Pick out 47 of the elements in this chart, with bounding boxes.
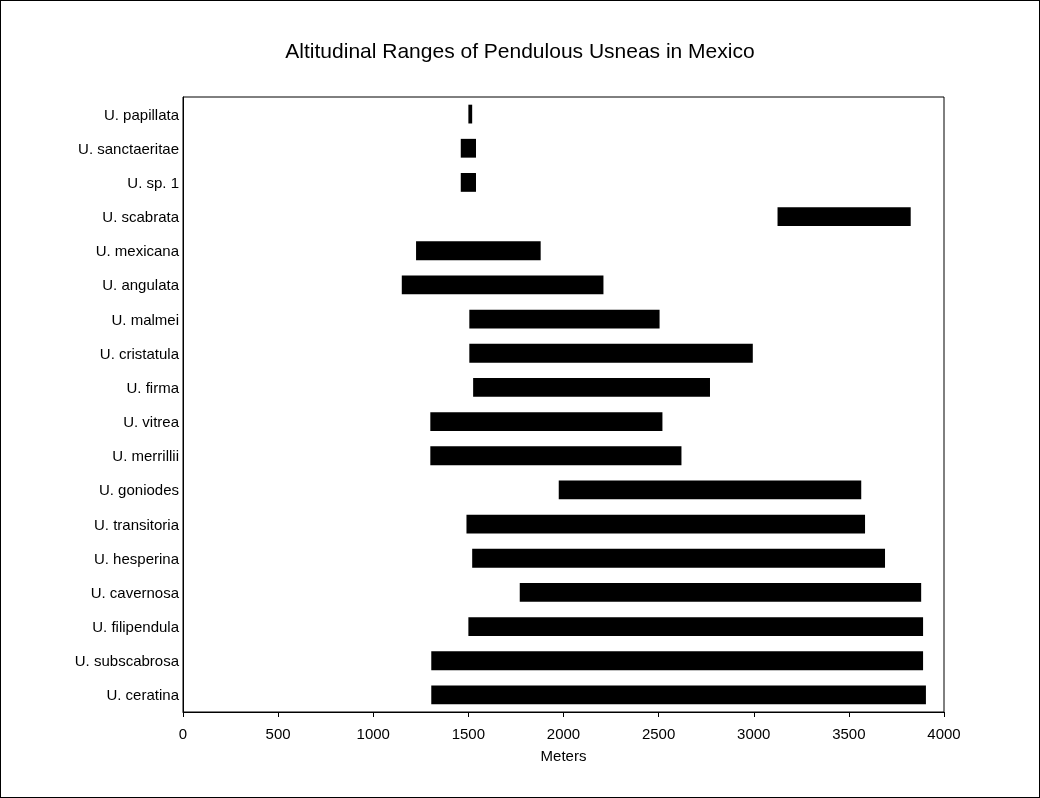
y-tick-label: U. sp. 1 [127, 173, 179, 191]
x-tick-label: 2500 [641, 725, 676, 742]
bar [777, 207, 911, 226]
x-tick-label: 1000 [356, 725, 390, 742]
y-tick-label: U. merrillii [112, 447, 179, 465]
bar [558, 480, 862, 500]
y-tick-label: U. mexicana [95, 242, 180, 260]
x-tick-label: 500 [265, 725, 291, 742]
y-tick-label: U. hesperina [93, 549, 180, 567]
y-tick-label: U. malmei [111, 310, 179, 328]
y-tick-label: U. ceratina [106, 686, 180, 704]
bar [468, 617, 924, 636]
bar [469, 343, 753, 363]
x-tick-label: 0 [178, 725, 188, 742]
y-tick-label: U. sanctaeritae [78, 139, 179, 157]
y-tick-label: U. papillata [103, 105, 180, 123]
bar [430, 446, 682, 466]
x-tick-label: 1500 [451, 725, 486, 742]
bar [401, 275, 604, 295]
bar [468, 104, 473, 124]
y-tick-label: U. cavernosa [90, 583, 180, 601]
y-tick-label: U. cristatula [99, 344, 180, 362]
bar [519, 583, 922, 602]
chart-title: Altitudinal Ranges of Pendulous Usneas in Mexico [285, 39, 755, 62]
bar [416, 241, 541, 261]
x-axis-title: Meters [540, 747, 587, 764]
y-tick-label: U. subscabrosa [74, 652, 180, 670]
y-tick-label: U. vitrea [123, 413, 180, 431]
bar [469, 309, 660, 329]
bar [460, 173, 476, 192]
x-tick-label: 3000 [737, 725, 771, 742]
bar [472, 548, 886, 568]
x-tick-label: 3500 [832, 725, 866, 742]
y-tick-label: U. transitoria [93, 515, 180, 533]
y-tick-label: U. firma [126, 378, 180, 396]
bar [460, 138, 476, 158]
bar [431, 651, 924, 671]
x-tick-label: 4000 [927, 725, 961, 742]
bar [473, 378, 710, 397]
bar [431, 685, 926, 705]
bar [466, 514, 866, 534]
y-tick-label: U. goniodes [98, 481, 179, 499]
bar [430, 412, 663, 431]
y-tick-label: U. angulata [102, 276, 180, 294]
x-tick-label: 2000 [546, 725, 581, 742]
y-tick-label: U. filipendula [92, 618, 180, 636]
y-tick-label: U. scabrata [102, 208, 180, 226]
